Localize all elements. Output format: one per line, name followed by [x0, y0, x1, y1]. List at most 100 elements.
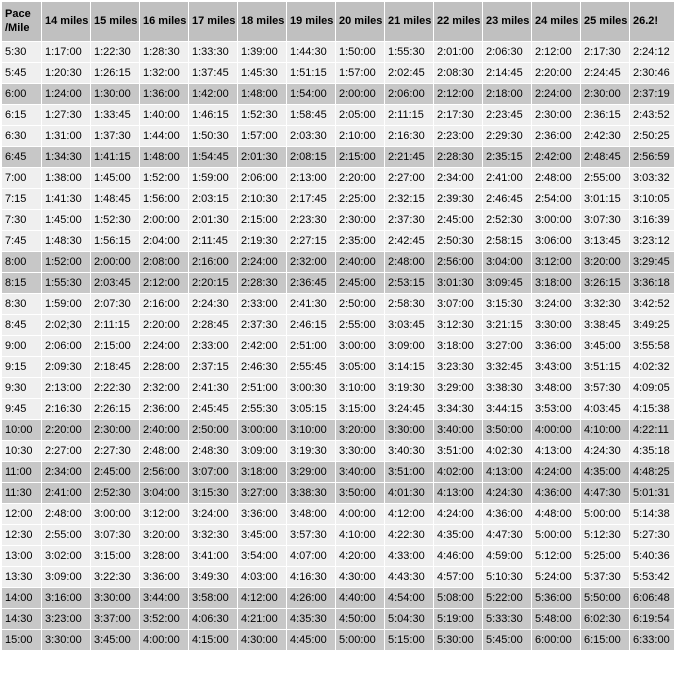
col-22-miles: 22 miles: [434, 2, 483, 42]
time-cell: 1:59:00: [42, 294, 91, 315]
time-cell: 3:58:00: [189, 588, 238, 609]
time-cell: 6:33:00: [630, 630, 674, 651]
time-cell: 3:51:00: [434, 441, 483, 462]
time-cell: 4:02:30: [483, 441, 532, 462]
time-cell: 4:26:00: [287, 588, 336, 609]
time-cell: 2:48:45: [581, 147, 630, 168]
time-cell: 4:24:00: [434, 504, 483, 525]
time-cell: 5:00:00: [532, 525, 581, 546]
time-cell: 2:28:30: [434, 147, 483, 168]
time-cell: 3:42:52: [630, 294, 674, 315]
time-cell: 2:24:12: [630, 42, 674, 63]
time-cell: 3:32:30: [581, 294, 630, 315]
pace-cell: 6:45: [2, 147, 42, 168]
time-cell: 2:42:30: [581, 126, 630, 147]
pace-cell: 5:45: [2, 63, 42, 84]
time-cell: 4:13:00: [483, 462, 532, 483]
time-cell: 5:45:00: [483, 630, 532, 651]
time-cell: 2:08:15: [287, 147, 336, 168]
time-cell: 3:40:00: [336, 462, 385, 483]
time-cell: 1:32:00: [140, 63, 189, 84]
time-cell: 2:36:15: [581, 105, 630, 126]
time-cell: 1:45:00: [42, 210, 91, 231]
time-cell: 6:19:54: [630, 609, 674, 630]
time-cell: 2:20:00: [42, 420, 91, 441]
col-16-miles: 16 miles: [140, 2, 189, 42]
time-cell: 1:52:30: [91, 210, 140, 231]
pace-cell: 7:30: [2, 210, 42, 231]
time-cell: 4:15:38: [630, 399, 674, 420]
time-cell: 2:42:00: [238, 336, 287, 357]
table-row: 6:301:31:001:37:301:44:001:50:301:57:002…: [2, 126, 674, 147]
time-cell: 1:52:30: [238, 105, 287, 126]
time-cell: 3:28:00: [140, 546, 189, 567]
time-cell: 3:10:00: [336, 378, 385, 399]
pace-cell: 12:00: [2, 504, 42, 525]
time-cell: 1:41:15: [91, 147, 140, 168]
time-cell: 2:42:00: [532, 147, 581, 168]
table-row: 11:302:41:002:52:303:04:003:15:303:27:00…: [2, 483, 674, 504]
time-cell: 2:00:00: [336, 84, 385, 105]
time-cell: 4:35:30: [287, 609, 336, 630]
time-cell: 2:11:45: [189, 231, 238, 252]
pace-cell: 6:00: [2, 84, 42, 105]
pace-cell: 12:30: [2, 525, 42, 546]
time-cell: 3:27:00: [483, 336, 532, 357]
time-cell: 3:44:00: [140, 588, 189, 609]
time-cell: 3:21:15: [483, 315, 532, 336]
time-cell: 3:03:32: [630, 168, 674, 189]
time-cell: 2:37:30: [385, 210, 434, 231]
time-cell: 3:04:00: [140, 483, 189, 504]
time-cell: 2:00:00: [140, 210, 189, 231]
time-cell: 1:50:00: [336, 42, 385, 63]
time-cell: 4:40:00: [336, 588, 385, 609]
time-cell: 3:23:12: [630, 231, 674, 252]
table-row: 11:002:34:002:45:002:56:003:07:003:18:00…: [2, 462, 674, 483]
time-cell: 5:01:31: [630, 483, 674, 504]
time-cell: 3:05:15: [287, 399, 336, 420]
pace-cell: 8:30: [2, 294, 42, 315]
time-cell: 3:15:30: [483, 294, 532, 315]
time-cell: 2:08:00: [140, 252, 189, 273]
time-cell: 5:30:00: [434, 630, 483, 651]
time-cell: 2:01:30: [189, 210, 238, 231]
time-cell: 4:35:18: [630, 441, 674, 462]
time-cell: 4:33:00: [385, 546, 434, 567]
time-cell: 3:43:00: [532, 357, 581, 378]
col-18-miles: 18 miles: [238, 2, 287, 42]
time-cell: 1:46:15: [189, 105, 238, 126]
time-cell: 2:46:30: [238, 357, 287, 378]
time-cell: 5:12:00: [532, 546, 581, 567]
time-cell: 1:30:00: [91, 84, 140, 105]
table-row: 5:301:17:001:22:301:28:301:33:301:39:001…: [2, 42, 674, 63]
time-cell: 2:30:46: [630, 63, 674, 84]
time-cell: 3:57:30: [581, 378, 630, 399]
time-cell: 3:30:00: [385, 420, 434, 441]
time-cell: 2:36:45: [287, 273, 336, 294]
time-cell: 2:46:45: [483, 189, 532, 210]
time-cell: 2:20:00: [336, 168, 385, 189]
time-cell: 2:45:00: [91, 462, 140, 483]
time-cell: 2:13:00: [287, 168, 336, 189]
time-cell: 2:34:00: [42, 462, 91, 483]
time-cell: 1:42:00: [189, 84, 238, 105]
time-cell: 3:38:30: [483, 378, 532, 399]
time-cell: 1:39:00: [238, 42, 287, 63]
time-cell: 3:38:45: [581, 315, 630, 336]
time-cell: 2:23:30: [287, 210, 336, 231]
time-cell: 4:43:30: [385, 567, 434, 588]
pace-cell: 15:00: [2, 630, 42, 651]
time-cell: 3:32:45: [483, 357, 532, 378]
time-cell: 2:24:45: [581, 63, 630, 84]
time-cell: 1:51:15: [287, 63, 336, 84]
time-cell: 2:28:00: [140, 357, 189, 378]
time-cell: 1:57:00: [238, 126, 287, 147]
time-cell: 2:28:30: [238, 273, 287, 294]
time-cell: 2:30:00: [532, 105, 581, 126]
pace-cell: 6:15: [2, 105, 42, 126]
time-cell: 4:06:30: [189, 609, 238, 630]
time-cell: 4:36:00: [483, 504, 532, 525]
time-cell: 2:18:45: [91, 357, 140, 378]
time-cell: 3:30:00: [532, 315, 581, 336]
time-cell: 2:00:00: [91, 252, 140, 273]
